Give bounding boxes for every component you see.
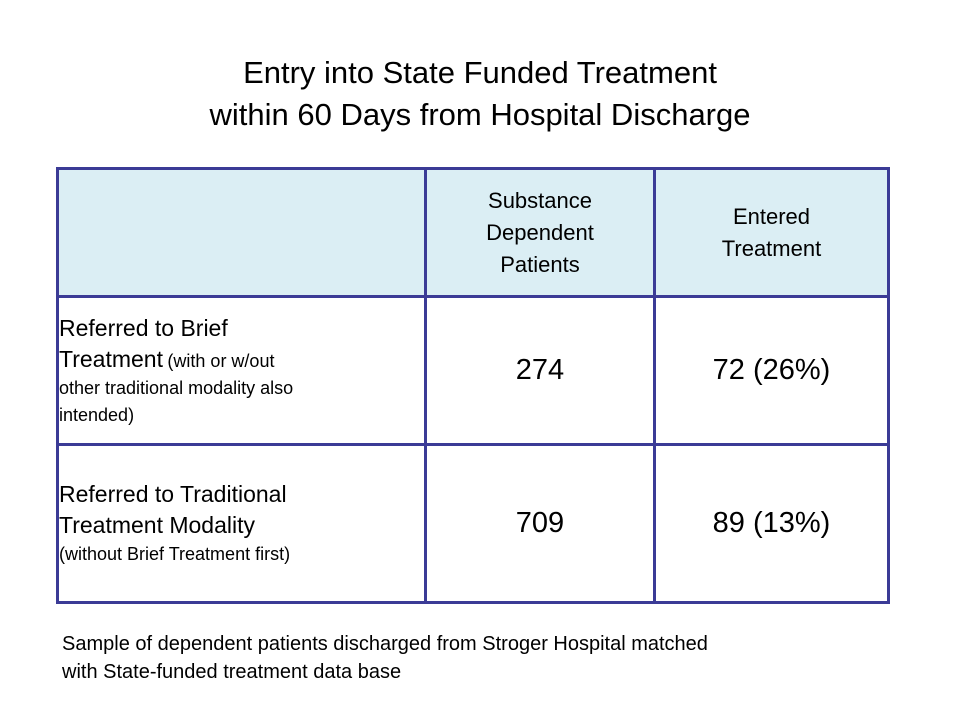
cell-entered-treatment: 89 (13%) bbox=[653, 443, 890, 604]
header-text: Dependent bbox=[486, 219, 594, 245]
row-label-note: (with or w/out bbox=[167, 350, 275, 371]
cell-entered-treatment: 72 (26%) bbox=[653, 295, 890, 446]
table-header-row: Substance Dependent Patients Entered Tre… bbox=[56, 167, 890, 298]
results-table: Substance Dependent Patients Entered Tre… bbox=[56, 167, 890, 604]
slide-title: Entry into State Funded Treatment within… bbox=[0, 52, 960, 136]
header-text: Substance bbox=[488, 187, 592, 213]
row-label-note: other traditional modality also bbox=[59, 377, 294, 398]
header-text: Patients bbox=[500, 251, 580, 277]
footnote-line-1: Sample of dependent patients discharged … bbox=[62, 633, 708, 655]
row-label-main: Treatment bbox=[59, 345, 163, 372]
cell-patients: 709 bbox=[424, 443, 656, 604]
row-label-traditional-treatment: Referred to Traditional Treatment Modali… bbox=[56, 443, 427, 604]
header-blank-cell bbox=[56, 167, 427, 298]
footnote: Sample of dependent patients discharged … bbox=[62, 630, 942, 686]
table-row: Referred to Traditional Treatment Modali… bbox=[56, 443, 890, 604]
header-substance-dependent-patients: Substance Dependent Patients bbox=[424, 167, 656, 298]
row-label-note: intended) bbox=[59, 404, 135, 425]
row-label-brief-treatment: Referred to Brief Treatment (with or w/o… bbox=[56, 295, 427, 446]
header-text: Treatment bbox=[721, 235, 822, 261]
row-label-main: Referred to Brief bbox=[59, 314, 228, 341]
footnote-line-2: with State-funded treatment data base bbox=[62, 661, 402, 683]
header-text: Entered bbox=[732, 203, 811, 229]
title-line-2: within 60 Days from Hospital Discharge bbox=[209, 97, 751, 132]
cell-patients: 274 bbox=[424, 295, 656, 446]
row-label-note: (without Brief Treatment first) bbox=[59, 544, 291, 564]
row-label-main: Referred to Traditional bbox=[59, 481, 287, 507]
title-line-1: Entry into State Funded Treatment bbox=[243, 55, 717, 90]
header-entered-treatment: Entered Treatment bbox=[653, 167, 890, 298]
row-label-main: Treatment Modality bbox=[59, 512, 255, 538]
table-row: Referred to Brief Treatment (with or w/o… bbox=[56, 295, 890, 446]
